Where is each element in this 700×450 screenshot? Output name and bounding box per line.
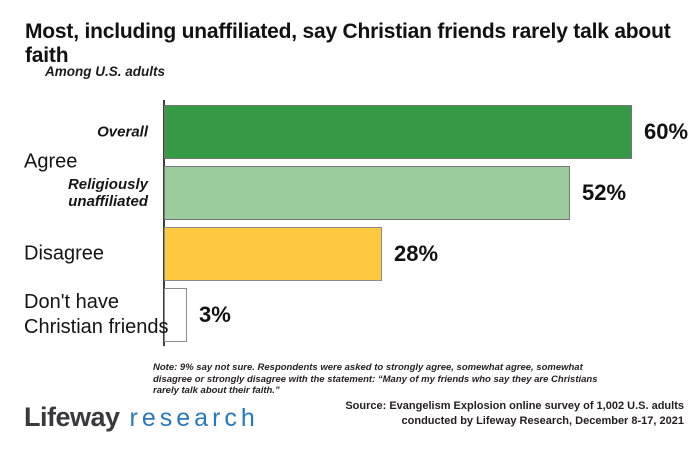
bar-value-label: 60% xyxy=(644,119,689,144)
bar-value-label: 52% xyxy=(582,180,627,205)
group-label-no-christian-friends: Don't have Christian friends xyxy=(24,291,169,338)
source-line-1: Source: Evangelism Explosion online surv… xyxy=(345,400,684,412)
chart-title: Most, including unaffiliated, say Christ… xyxy=(25,20,671,67)
bar-disagree xyxy=(164,227,382,281)
bar-sublabel: Religiously unaffiliated xyxy=(67,176,148,210)
y-axis-line xyxy=(163,100,165,346)
bar-don-t-have-christian-friends xyxy=(164,288,187,342)
group-label-disagree: Disagree xyxy=(24,242,105,265)
bar-overall xyxy=(164,105,632,159)
lifeway-research-logo: Lifeway research xyxy=(24,402,259,433)
bar-sublabel: Overall xyxy=(97,123,148,141)
bar-religiously-unaffiliated xyxy=(164,166,570,220)
chart-subtitle: Among U.S. adults xyxy=(45,64,166,79)
group-label-agree: Agree xyxy=(24,150,78,173)
source-attribution: Source: Evangelism Explosion online surv… xyxy=(345,399,684,428)
footnote: Note: 9% say not sure. Respondents were … xyxy=(153,362,598,396)
bar-value-label: 3% xyxy=(199,302,231,327)
logo-wordmark-lifeway: Lifeway xyxy=(24,402,120,432)
bar-value-label: 28% xyxy=(394,241,439,266)
source-line-2: conducted by Lifeway Research, December … xyxy=(401,414,684,427)
logo-wordmark-research: research xyxy=(129,404,259,432)
